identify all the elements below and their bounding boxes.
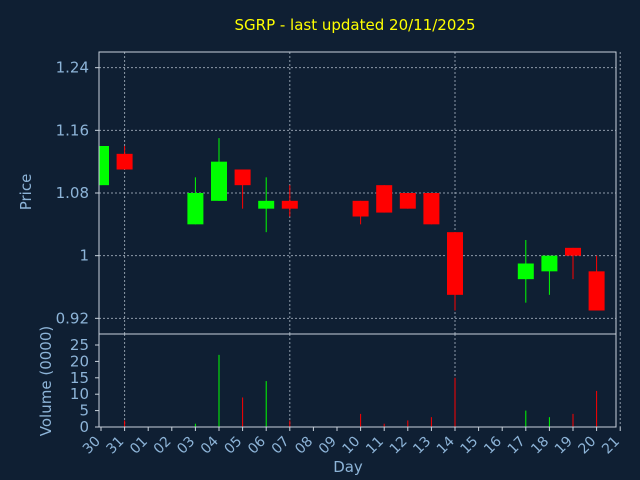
volume-tick-label: 20 (70, 352, 89, 370)
candle (281, 185, 298, 217)
chart-title: SGRP - last updated 20/11/2025 (235, 16, 476, 34)
volume-tick-label: 10 (70, 385, 89, 403)
candle (352, 200, 369, 225)
price-tick-label: 1.16 (56, 121, 89, 139)
candle (423, 193, 440, 225)
volume-axis-label: Volume (0000) (37, 326, 55, 436)
candle-body (423, 193, 440, 225)
candle-body (234, 169, 251, 186)
volume-tick-label: 25 (70, 336, 89, 354)
price-axis-label: Price (17, 174, 35, 211)
x-axis-ticks: 30 31 01 02 03 04 05 06 07 08 09 10 11 12 13 14 15 16 17 18… (80, 427, 623, 457)
candle (187, 177, 204, 225)
candle (565, 247, 581, 280)
volume-tick-label: 0 (79, 418, 89, 436)
candle-body (99, 146, 109, 186)
price-tick-label: 1.08 (56, 184, 89, 202)
candle-body (211, 161, 227, 201)
price-axis-ticks: 1.24 1.16 1.08 1 0.92 (56, 59, 99, 327)
volume-panel-frame (98, 333, 617, 428)
candle (447, 232, 463, 311)
candle-body (541, 255, 558, 272)
candle (517, 240, 534, 303)
candle (399, 193, 416, 209)
candle (541, 255, 558, 295)
candle-body (399, 193, 416, 209)
candle-body (258, 200, 275, 209)
price-tick-label: 1.24 (56, 59, 89, 77)
candle-body (588, 271, 605, 311)
x-axis-label: Day (333, 458, 363, 476)
candle (258, 177, 275, 233)
candle-body (352, 200, 369, 217)
volume-bars (124, 354, 598, 427)
price-tick-label: 0.92 (56, 309, 89, 327)
candle-body (116, 153, 133, 170)
price-candles (99, 138, 605, 311)
candle-body (376, 185, 393, 213)
candle-body (565, 247, 581, 256)
candle (116, 146, 133, 170)
candle-body (187, 193, 204, 225)
candle (234, 169, 251, 209)
price-tick-label: 1 (79, 247, 89, 265)
volume-tick-label: 15 (70, 369, 89, 387)
candle (588, 255, 605, 311)
candle (211, 138, 227, 201)
candle-body (281, 200, 298, 209)
candle (99, 146, 109, 186)
candle-body (447, 232, 463, 295)
volume-tick-label: 5 (79, 402, 89, 420)
candle (376, 185, 393, 213)
candle-body (517, 263, 534, 280)
